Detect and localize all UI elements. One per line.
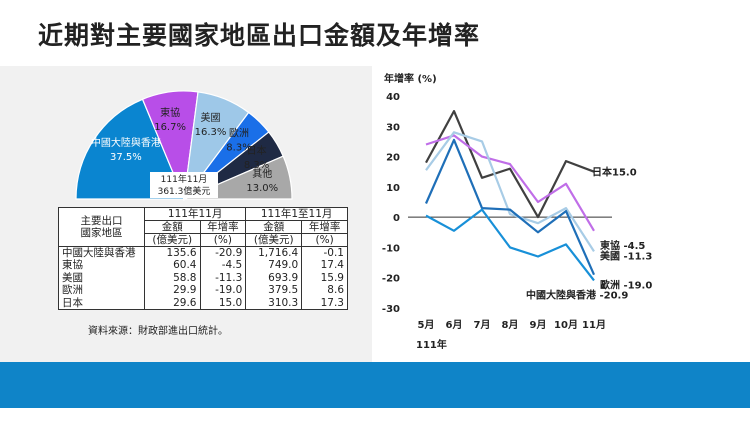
- table-cell: 310.3: [245, 296, 303, 310]
- table-cell: -0.1: [301, 246, 348, 259]
- table-cell-region: 美國: [58, 271, 145, 284]
- x-axis-sublabel: 111年: [416, 338, 447, 351]
- series-line-japan: [425, 109, 595, 219]
- series-line-usa: [425, 131, 595, 252]
- x-tick-label: 9月: [530, 319, 547, 331]
- table-subheader-unit: (億美元): [245, 233, 303, 247]
- series-end-label-usa: 美國 -11.3: [600, 249, 652, 262]
- table-cell: -4.5: [199, 259, 247, 272]
- table-cell: 749.0: [245, 259, 303, 272]
- pie-label-asean: 東協: [160, 106, 180, 119]
- table-cell: 135.6: [144, 246, 201, 259]
- table-header-nov: 111年11月: [143, 207, 247, 221]
- table-cell: 58.8: [144, 271, 201, 284]
- table-cell-region: 東協: [58, 259, 145, 272]
- pie-center-box: [150, 172, 218, 198]
- footer-bar: [0, 362, 750, 408]
- table-row: 中國大陸與香港 135.6 -20.9 1,716.4 -0.1: [58, 246, 348, 259]
- table-cell: 29.9: [144, 284, 201, 297]
- pie-value-usa: 16.3%: [195, 127, 227, 138]
- y-tick-label: -10: [382, 243, 400, 254]
- table-subheader-amount: 金額: [245, 220, 303, 234]
- pie-value-asean: 16.7%: [154, 122, 186, 133]
- table-subheader-unit: (億美元): [144, 233, 201, 247]
- table-cell-region: 日本: [58, 296, 145, 310]
- table-cell: 379.5: [245, 284, 303, 297]
- x-tick-label: 11月: [582, 319, 606, 331]
- series-line-asean: [425, 134, 595, 232]
- table-cell: 29.6: [144, 296, 201, 310]
- table-cell: 693.9: [245, 271, 303, 284]
- table-row: 日本 29.6 15.0 310.3 17.3: [58, 296, 348, 310]
- series-line-europe: [424, 138, 596, 276]
- pie-label-europe: 歐洲: [229, 127, 249, 140]
- pie-center-label: 111年11月: [161, 173, 208, 185]
- pie-label-other: 其他: [252, 167, 272, 180]
- pie-label-usa: 美國: [201, 111, 221, 124]
- y-axis-label: 年增率 (%): [384, 72, 437, 85]
- table-cell: 17.3: [301, 296, 348, 310]
- table-cell: 60.4: [144, 259, 201, 272]
- pie-value-europe: 8.3%: [226, 143, 251, 154]
- table-cell-region: 中國大陸與香港: [58, 246, 145, 259]
- y-tick-label: -30: [382, 304, 400, 315]
- table-cell: -11.3: [199, 271, 247, 284]
- table-cell: 15.9: [301, 271, 348, 284]
- y-tick-label: 0: [393, 213, 400, 224]
- x-tick-label: 7月: [474, 319, 491, 331]
- table-row: 歐洲 29.9 -19.0 379.5 8.6: [58, 284, 348, 297]
- page-title: 近期對主要國家地區出口金額及年增率: [38, 21, 481, 50]
- table-header-region: 主要出口 國家地區: [58, 207, 145, 247]
- series-line-china-hk: [425, 208, 595, 282]
- series-end-label-asean: 東協 -4.5: [600, 239, 645, 252]
- table-row: 美國 58.8 -11.3 693.9 15.9: [58, 271, 348, 284]
- pie-value-other: 13.0%: [246, 183, 278, 194]
- y-tick-label: 30: [386, 122, 400, 133]
- y-tick-label: 40: [386, 92, 400, 103]
- x-tick-label: 10月: [554, 319, 578, 331]
- table-cell: 17.4: [301, 259, 348, 272]
- table-cell: 1,716.4: [245, 246, 303, 259]
- pie-value-china-hk: 37.5%: [110, 152, 142, 163]
- table-cell: -20.9: [199, 246, 247, 259]
- x-tick-label: 8月: [502, 319, 519, 331]
- y-tick-label: 10: [386, 183, 400, 194]
- series-end-label-europe: 歐洲 -19.0: [600, 279, 652, 292]
- table-cell-region: 歐洲: [58, 284, 145, 297]
- x-tick-label: 6月: [446, 319, 463, 331]
- table-cell: 8.6: [301, 284, 348, 297]
- table-cell: -19.0: [199, 284, 247, 297]
- series-end-label-china-hk: 中國大陸與香港 -20.9: [526, 288, 628, 301]
- table-subheader-rate: 年增率: [199, 220, 247, 234]
- source-note: 資料來源：財政部進出口統計。: [88, 326, 228, 337]
- table-subheader-rate: 年增率: [301, 220, 348, 234]
- table-header-ytd: 111年1至11月: [245, 207, 348, 221]
- footer-strip: [0, 408, 750, 422]
- table-subheader-amount: 金額: [144, 220, 201, 234]
- series-end-label-japan: 日本15.0: [592, 166, 637, 179]
- x-tick-label: 5月: [418, 319, 435, 331]
- pie-label-china-hk: 中國大陸與香港: [91, 136, 161, 149]
- pie-label-japan: 日本: [247, 144, 267, 157]
- pie-center-total: 361.3億美元: [158, 185, 211, 197]
- table-row: 東協 60.4 -4.5 749.0 17.4: [58, 259, 348, 272]
- table-subheader-unit: (%): [301, 233, 348, 247]
- y-tick-label: -20: [382, 274, 400, 285]
- export-table: 主要出口 國家地區 111年11月 111年1至11月 金額 年增率 金額 年增…: [58, 207, 348, 310]
- pie-value-japan: 8.3%: [244, 160, 269, 171]
- line-chart: 年增率 (%) 40 30 20 10 0 -10 -20 -30 5月 6月 7月 8月 9月 10月…: [382, 72, 652, 351]
- table-cell: 15.0: [199, 296, 247, 310]
- table-subheader-unit: (%): [199, 233, 247, 247]
- y-tick-label: 20: [386, 153, 400, 164]
